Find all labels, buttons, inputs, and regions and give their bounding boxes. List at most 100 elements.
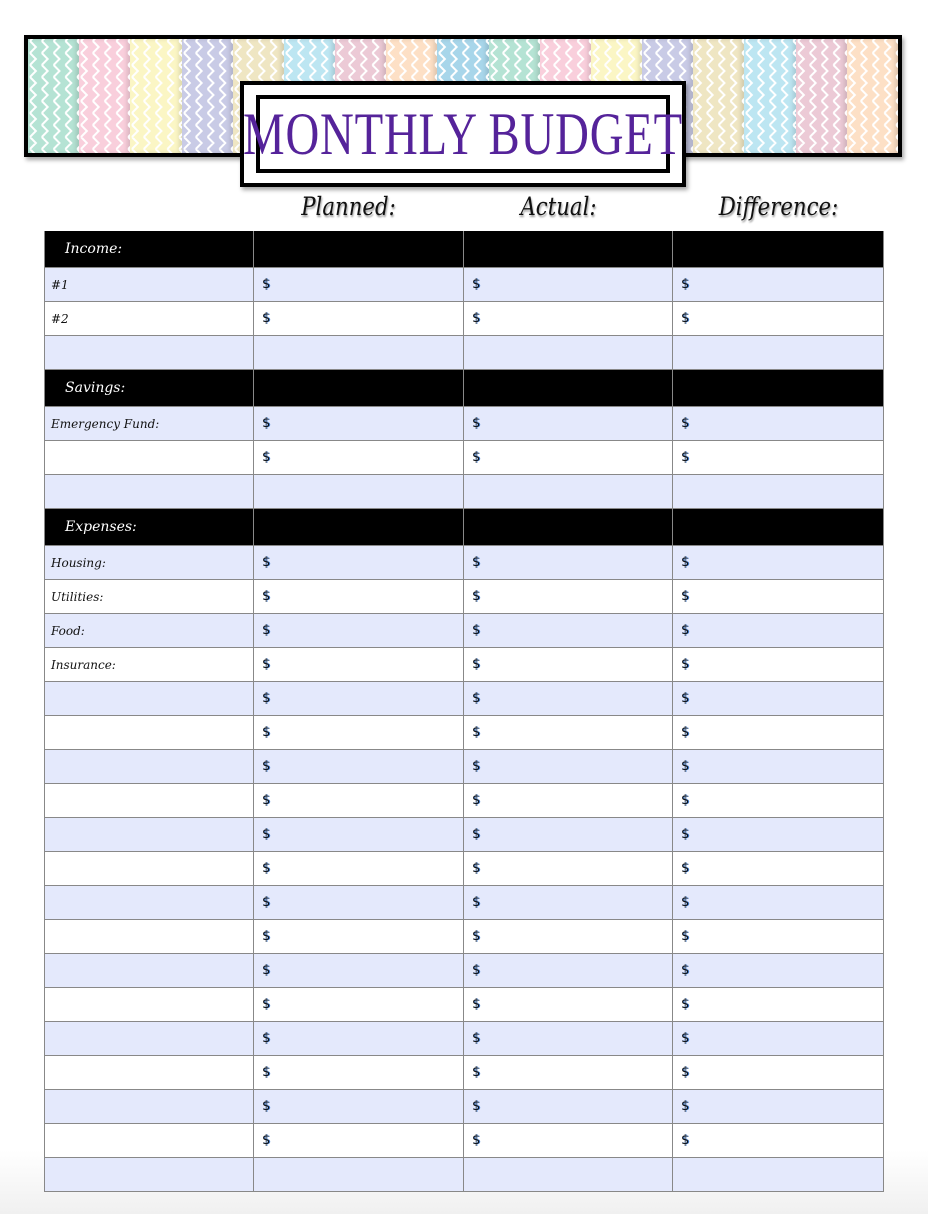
planned-cell[interactable]: $	[254, 682, 464, 715]
row-label[interactable]	[45, 750, 254, 783]
row-label[interactable]: Insurance:	[45, 648, 254, 681]
difference-cell[interactable]: $	[673, 954, 884, 987]
row-label[interactable]	[45, 852, 254, 885]
row-label[interactable]	[45, 682, 254, 715]
difference-cell[interactable]: $	[673, 716, 884, 749]
planned-cell[interactable]: $	[254, 886, 464, 919]
row-label[interactable]	[45, 441, 254, 474]
planned-cell[interactable]: $	[254, 1022, 464, 1055]
difference-cell[interactable]	[673, 336, 884, 369]
difference-cell[interactable]: $	[673, 580, 884, 613]
row-label[interactable]	[45, 1124, 254, 1157]
row-label[interactable]: Emergency Fund:	[45, 407, 254, 440]
row-label[interactable]	[45, 336, 254, 369]
actual-cell[interactable]: $	[464, 546, 673, 579]
actual-cell[interactable]: $	[464, 750, 673, 783]
actual-cell[interactable]: $	[464, 407, 673, 440]
planned-cell[interactable]: $	[254, 920, 464, 953]
difference-cell[interactable]: $	[673, 1022, 884, 1055]
planned-cell[interactable]: $	[254, 268, 464, 301]
actual-cell[interactable]: $	[464, 818, 673, 851]
planned-cell[interactable]: $	[254, 614, 464, 647]
difference-cell[interactable]: $	[673, 1124, 884, 1157]
row-label[interactable]: Housing:	[45, 546, 254, 579]
difference-cell[interactable]: $	[673, 614, 884, 647]
row-label[interactable]	[45, 716, 254, 749]
actual-cell[interactable]: $	[464, 302, 673, 335]
row-label[interactable]	[45, 475, 254, 508]
actual-cell[interactable]	[464, 475, 673, 508]
planned-cell[interactable]	[254, 1158, 464, 1191]
row-label[interactable]	[45, 988, 254, 1021]
actual-cell[interactable]: $	[464, 441, 673, 474]
planned-cell[interactable]: $	[254, 716, 464, 749]
difference-cell[interactable]: $	[673, 818, 884, 851]
actual-cell[interactable]	[464, 336, 673, 369]
actual-cell[interactable]: $	[464, 716, 673, 749]
planned-cell[interactable]: $	[254, 818, 464, 851]
row-label[interactable]	[45, 818, 254, 851]
difference-cell[interactable]: $	[673, 441, 884, 474]
actual-cell[interactable]: $	[464, 1124, 673, 1157]
planned-cell[interactable]: $	[254, 1124, 464, 1157]
difference-cell[interactable]	[673, 475, 884, 508]
actual-cell[interactable]: $	[464, 886, 673, 919]
difference-cell[interactable]	[673, 1158, 884, 1191]
difference-cell[interactable]: $	[673, 268, 884, 301]
planned-cell[interactable]: $	[254, 1090, 464, 1123]
difference-cell[interactable]: $	[673, 852, 884, 885]
actual-cell[interactable]: $	[464, 1090, 673, 1123]
difference-cell[interactable]: $	[673, 546, 884, 579]
row-label[interactable]	[45, 1056, 254, 1089]
row-label[interactable]	[45, 954, 254, 987]
difference-cell[interactable]: $	[673, 988, 884, 1021]
difference-cell[interactable]: $	[673, 1056, 884, 1089]
actual-cell[interactable]	[464, 1158, 673, 1191]
row-label[interactable]	[45, 1090, 254, 1123]
row-label[interactable]	[45, 1022, 254, 1055]
actual-cell[interactable]: $	[464, 988, 673, 1021]
difference-cell[interactable]: $	[673, 886, 884, 919]
planned-cell[interactable]: $	[254, 407, 464, 440]
actual-cell[interactable]: $	[464, 268, 673, 301]
difference-cell[interactable]: $	[673, 750, 884, 783]
actual-cell[interactable]: $	[464, 682, 673, 715]
row-label[interactable]: #2	[45, 302, 254, 335]
actual-cell[interactable]: $	[464, 920, 673, 953]
planned-cell[interactable]: $	[254, 580, 464, 613]
planned-cell[interactable]: $	[254, 988, 464, 1021]
actual-cell[interactable]: $	[464, 580, 673, 613]
difference-cell[interactable]: $	[673, 1090, 884, 1123]
actual-cell[interactable]: $	[464, 954, 673, 987]
row-label[interactable]: Utilities:	[45, 580, 254, 613]
difference-cell[interactable]: $	[673, 682, 884, 715]
planned-cell[interactable]: $	[254, 750, 464, 783]
difference-cell[interactable]: $	[673, 302, 884, 335]
row-label[interactable]	[45, 886, 254, 919]
planned-cell[interactable]: $	[254, 648, 464, 681]
difference-cell[interactable]: $	[673, 407, 884, 440]
difference-cell[interactable]: $	[673, 920, 884, 953]
actual-cell[interactable]: $	[464, 784, 673, 817]
actual-cell[interactable]: $	[464, 852, 673, 885]
planned-cell[interactable]: $	[254, 546, 464, 579]
actual-cell[interactable]: $	[464, 1022, 673, 1055]
actual-cell[interactable]: $	[464, 1056, 673, 1089]
planned-cell[interactable]: $	[254, 954, 464, 987]
actual-cell[interactable]: $	[464, 648, 673, 681]
planned-cell[interactable]: $	[254, 302, 464, 335]
planned-cell[interactable]: $	[254, 441, 464, 474]
row-label[interactable]	[45, 920, 254, 953]
row-label[interactable]	[45, 1158, 254, 1191]
difference-cell[interactable]: $	[673, 784, 884, 817]
actual-cell[interactable]: $	[464, 614, 673, 647]
planned-cell[interactable]	[254, 475, 464, 508]
row-label[interactable]: Food:	[45, 614, 254, 647]
row-label[interactable]	[45, 784, 254, 817]
planned-cell[interactable]: $	[254, 784, 464, 817]
planned-cell[interactable]: $	[254, 852, 464, 885]
planned-cell[interactable]: $	[254, 1056, 464, 1089]
difference-cell[interactable]: $	[673, 648, 884, 681]
planned-cell[interactable]	[254, 336, 464, 369]
row-label[interactable]: #1	[45, 268, 254, 301]
